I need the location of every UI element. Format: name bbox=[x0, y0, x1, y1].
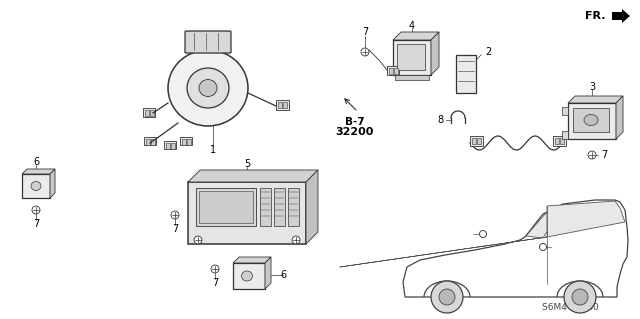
Bar bbox=[555, 138, 559, 144]
Bar bbox=[143, 108, 155, 117]
Bar bbox=[171, 143, 175, 149]
FancyBboxPatch shape bbox=[185, 31, 231, 53]
Bar bbox=[276, 100, 289, 110]
Circle shape bbox=[431, 281, 463, 313]
Polygon shape bbox=[265, 257, 271, 289]
Bar bbox=[573, 108, 609, 132]
Polygon shape bbox=[547, 201, 625, 237]
Bar bbox=[166, 143, 170, 149]
Bar bbox=[151, 139, 155, 145]
Ellipse shape bbox=[187, 68, 229, 108]
Circle shape bbox=[211, 265, 219, 273]
Bar bbox=[389, 68, 393, 74]
FancyArrowPatch shape bbox=[615, 12, 625, 20]
Polygon shape bbox=[188, 170, 318, 182]
Bar bbox=[199, 191, 253, 223]
Circle shape bbox=[361, 48, 369, 56]
Bar bbox=[260, 188, 271, 226]
Ellipse shape bbox=[199, 79, 217, 97]
Polygon shape bbox=[50, 169, 55, 198]
Bar bbox=[164, 141, 176, 149]
Bar bbox=[387, 66, 399, 75]
Bar bbox=[562, 107, 568, 115]
Polygon shape bbox=[526, 206, 563, 238]
Bar bbox=[470, 136, 483, 146]
Text: 1: 1 bbox=[210, 145, 216, 155]
Circle shape bbox=[32, 206, 40, 214]
Bar bbox=[562, 131, 568, 139]
Text: 5: 5 bbox=[244, 159, 250, 169]
Polygon shape bbox=[306, 170, 318, 244]
Bar bbox=[233, 263, 265, 289]
Text: 7: 7 bbox=[362, 27, 368, 37]
Text: FR.: FR. bbox=[584, 11, 605, 21]
Text: 7: 7 bbox=[172, 224, 178, 234]
Bar bbox=[150, 110, 154, 116]
Circle shape bbox=[540, 243, 547, 250]
Polygon shape bbox=[568, 96, 623, 103]
Polygon shape bbox=[612, 9, 630, 23]
Text: 32200: 32200 bbox=[336, 127, 374, 137]
Bar bbox=[146, 139, 150, 145]
Text: 3: 3 bbox=[589, 82, 595, 92]
Text: 2: 2 bbox=[485, 47, 491, 57]
Circle shape bbox=[572, 289, 588, 305]
Bar bbox=[187, 139, 191, 145]
Circle shape bbox=[588, 151, 596, 159]
Bar bbox=[456, 55, 476, 93]
Bar bbox=[472, 138, 476, 144]
Text: 4: 4 bbox=[409, 21, 415, 31]
Bar bbox=[394, 68, 398, 74]
Bar bbox=[477, 138, 481, 144]
Circle shape bbox=[292, 236, 300, 244]
Bar bbox=[145, 110, 149, 116]
Text: S6M4 B1340: S6M4 B1340 bbox=[541, 303, 598, 313]
Polygon shape bbox=[616, 96, 623, 139]
Bar bbox=[22, 174, 50, 198]
Bar bbox=[283, 102, 287, 108]
Circle shape bbox=[479, 231, 486, 238]
Bar bbox=[196, 188, 256, 226]
Text: 7: 7 bbox=[33, 219, 39, 229]
Text: 6: 6 bbox=[280, 270, 286, 280]
Bar bbox=[182, 139, 186, 145]
Bar bbox=[553, 136, 566, 146]
Ellipse shape bbox=[168, 50, 248, 126]
Bar bbox=[397, 44, 425, 70]
Bar bbox=[568, 103, 616, 139]
Bar bbox=[288, 188, 299, 226]
Ellipse shape bbox=[31, 182, 41, 190]
Polygon shape bbox=[233, 257, 271, 263]
Polygon shape bbox=[22, 169, 55, 174]
Bar bbox=[188, 182, 306, 244]
Circle shape bbox=[564, 281, 596, 313]
Circle shape bbox=[171, 211, 179, 219]
Ellipse shape bbox=[241, 271, 253, 281]
Text: 6: 6 bbox=[33, 157, 39, 167]
Text: 7: 7 bbox=[601, 150, 607, 160]
Bar bbox=[560, 138, 564, 144]
Circle shape bbox=[194, 236, 202, 244]
Polygon shape bbox=[393, 40, 431, 75]
Ellipse shape bbox=[584, 115, 598, 125]
Polygon shape bbox=[393, 32, 439, 40]
Text: 7: 7 bbox=[212, 278, 218, 288]
Bar bbox=[278, 102, 282, 108]
Polygon shape bbox=[431, 32, 439, 75]
Text: B-7: B-7 bbox=[345, 117, 365, 127]
Bar bbox=[274, 188, 285, 226]
Text: 8: 8 bbox=[437, 115, 443, 125]
Circle shape bbox=[439, 289, 455, 305]
Bar bbox=[180, 137, 192, 145]
Bar bbox=[395, 75, 429, 80]
Bar bbox=[144, 137, 156, 145]
